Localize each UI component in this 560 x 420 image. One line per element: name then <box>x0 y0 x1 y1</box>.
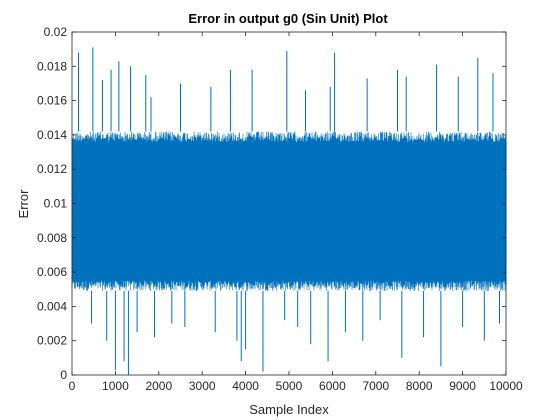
y-tick-label: 0 <box>60 368 67 382</box>
x-tick-label: 8000 <box>406 379 433 393</box>
chart-title: Error in output g0 (Sin Unit) Plot <box>188 11 388 26</box>
plot-area <box>71 47 507 375</box>
x-tick-label: 3000 <box>189 379 216 393</box>
y-tick-label: 0.004 <box>37 299 67 313</box>
x-tick-label: 6000 <box>319 379 346 393</box>
axes: 0 1000 2000 3000 4000 5000 6000 7000 8000 9000 100… <box>37 25 523 393</box>
series-noise-band <box>71 131 507 291</box>
x-axis-label: Sample Index <box>249 402 329 417</box>
y-tick-label: 0.01 <box>44 197 68 211</box>
x-tick-label: 1000 <box>102 379 129 393</box>
y-tick-label: 0.008 <box>37 231 67 245</box>
x-tick-label: 2000 <box>145 379 172 393</box>
x-tick-label: 10000 <box>489 379 523 393</box>
x-tick-label: 5000 <box>276 379 303 393</box>
y-tick-label: 0.002 <box>37 334 67 348</box>
x-tick-label: 9000 <box>449 379 476 393</box>
y-tick-label: 0.016 <box>37 94 67 108</box>
y-tick-label: 0.014 <box>37 128 67 142</box>
y-tick-label: 0.018 <box>37 59 67 73</box>
x-tick-label: 0 <box>69 379 76 393</box>
y-tick-label: 0.006 <box>37 265 67 279</box>
x-tick-label: 4000 <box>232 379 259 393</box>
x-tick-label: 7000 <box>362 379 389 393</box>
y-tick-label: 0.012 <box>37 162 67 176</box>
y-tick-label: 0.02 <box>44 25 68 39</box>
y-axis-label: Error <box>16 189 31 219</box>
